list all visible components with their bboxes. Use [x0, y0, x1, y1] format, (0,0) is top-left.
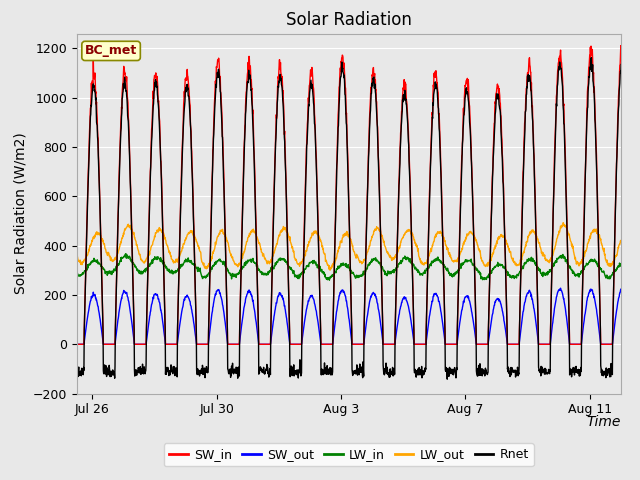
SW_in: [106, 341, 114, 347]
SW_in: [371, 72, 378, 78]
LW_out: [106, 253, 114, 259]
Rnet: [73, 367, 81, 372]
LW_in: [433, 258, 441, 264]
LW_out: [632, 253, 640, 259]
Rnet: [444, 376, 451, 382]
Text: Time: Time: [586, 415, 621, 429]
Rnet: [588, 55, 595, 60]
Line: SW_in: SW_in: [77, 43, 636, 344]
SW_out: [557, 285, 564, 291]
Y-axis label: Solar Radiation (W/m2): Solar Radiation (W/m2): [13, 133, 27, 294]
Line: Rnet: Rnet: [77, 58, 636, 379]
Rnet: [371, 85, 378, 91]
LW_out: [326, 267, 334, 273]
LW_out: [556, 229, 563, 235]
SW_out: [73, 341, 81, 347]
SW_in: [632, 341, 640, 347]
Line: LW_in: LW_in: [77, 254, 636, 280]
LW_out: [73, 253, 81, 259]
Line: LW_out: LW_out: [77, 223, 636, 270]
LW_in: [122, 251, 130, 257]
Line: SW_out: SW_out: [77, 288, 636, 344]
SW_out: [313, 312, 321, 318]
Text: BC_met: BC_met: [85, 44, 137, 58]
LW_out: [371, 227, 378, 233]
LW_in: [323, 275, 330, 281]
SW_out: [322, 341, 330, 347]
LW_in: [326, 277, 333, 283]
LW_in: [632, 276, 640, 282]
Rnet: [632, 364, 640, 370]
Rnet: [313, 177, 321, 182]
SW_in: [618, 40, 626, 46]
Rnet: [556, 67, 563, 72]
Title: Solar Radiation: Solar Radiation: [286, 11, 412, 29]
SW_out: [433, 291, 440, 297]
LW_out: [313, 231, 321, 237]
LW_in: [313, 263, 321, 268]
Legend: SW_in, SW_out, LW_in, LW_out, Rnet: SW_in, SW_out, LW_in, LW_out, Rnet: [164, 443, 534, 466]
LW_in: [556, 254, 563, 260]
LW_in: [73, 271, 81, 276]
SW_in: [73, 341, 81, 347]
SW_in: [322, 341, 330, 347]
Rnet: [433, 81, 440, 87]
LW_in: [106, 269, 114, 275]
LW_out: [433, 230, 440, 236]
SW_out: [632, 341, 640, 347]
Rnet: [106, 372, 114, 377]
Rnet: [322, 365, 330, 371]
SW_in: [313, 176, 321, 182]
SW_out: [106, 341, 114, 347]
LW_out: [559, 220, 567, 226]
SW_out: [371, 291, 378, 297]
LW_out: [322, 257, 330, 263]
SW_out: [555, 287, 563, 293]
SW_in: [433, 72, 440, 78]
SW_in: [555, 55, 563, 61]
LW_in: [371, 257, 379, 263]
